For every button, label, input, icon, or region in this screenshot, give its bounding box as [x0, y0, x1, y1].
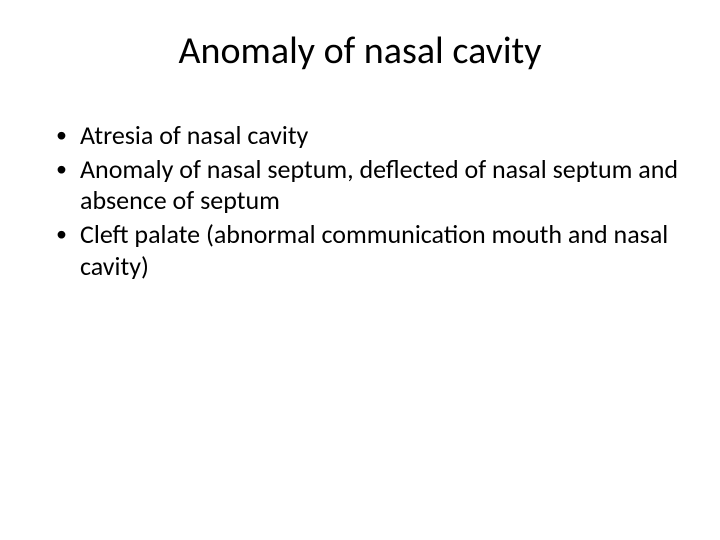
slide-container: Anomaly of nasal cavity Atresia of nasal… [0, 0, 720, 540]
slide-title: Anomaly of nasal cavity [40, 28, 680, 74]
bullet-list: Atresia of nasal cavity Anomaly of nasal… [40, 120, 680, 283]
list-item: Atresia of nasal cavity [56, 120, 680, 152]
list-item: Cleft palate (abnormal communication mou… [56, 219, 680, 282]
list-item: Anomaly of nasal septum, deflected of na… [56, 154, 680, 217]
